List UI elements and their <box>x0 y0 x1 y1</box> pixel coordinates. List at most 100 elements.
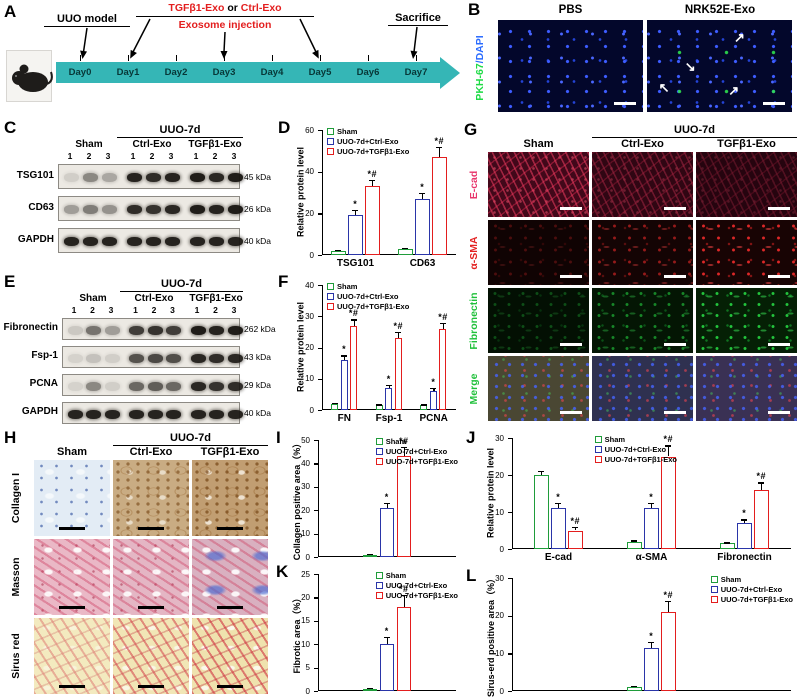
error-bar-cap <box>648 502 655 504</box>
blot-band <box>63 205 79 214</box>
panel-label-f: F <box>278 272 289 291</box>
group-label-tgfb1-exo: TGFβ1-Exo <box>189 293 243 304</box>
y-tick-mark <box>508 512 512 514</box>
group-label-ctrl-exo: Ctrl-Exo <box>134 293 174 304</box>
lane-number: 3 <box>108 305 114 315</box>
scale-bar <box>560 207 582 210</box>
timeline-tick <box>319 55 321 61</box>
blot-band <box>164 237 180 246</box>
blot-band <box>227 325 243 335</box>
significance-marker: * <box>342 344 347 355</box>
y-tick-mark <box>314 667 318 669</box>
lane-number: 1 <box>130 151 136 161</box>
y-tick-mark <box>318 213 322 215</box>
scale-bar <box>59 527 85 530</box>
timeline-day: Day1 <box>116 67 140 78</box>
header-underline <box>117 137 243 139</box>
bar <box>661 611 676 691</box>
blot-band <box>145 205 161 214</box>
micrograph-image <box>488 152 589 217</box>
y-tick-label: 60 <box>305 125 314 135</box>
micrograph-image <box>488 356 589 421</box>
chart-legend: Sham UUO-7d+Ctrl-Exo UUO-7d+TGFβ1-Exo <box>375 437 458 466</box>
error-bar-cap <box>430 388 437 390</box>
chart-legend: Sham UUO-7d+Ctrl-Exo UUO-7d+TGFβ1-Exo <box>327 127 409 156</box>
y-tick-mark <box>314 486 318 488</box>
y-tick-label: 10 <box>305 374 314 384</box>
stain-texture-2 <box>647 20 792 112</box>
chart-legend: Sham UUO-7d+Ctrl-Exo UUO-7d+TGFβ1-Exo <box>375 571 458 600</box>
y-tick-label: 0 <box>309 250 314 260</box>
legend-item: Sham <box>710 575 793 584</box>
significance-marker: * <box>384 626 389 637</box>
blot-band <box>126 237 142 246</box>
stain-texture <box>488 220 589 285</box>
blot-band <box>82 205 98 214</box>
legend-item: UUO-7d+TGFβ1-Exo <box>594 455 677 464</box>
stain-texture <box>488 152 589 217</box>
error-bar <box>668 445 670 457</box>
blot-band <box>166 325 181 335</box>
panel-a-timeline: A UUO model TGFβ1-Exo or Ctrl-Exo Exosom… <box>0 0 462 118</box>
bar <box>348 215 363 255</box>
uuo-model-label: UUO model <box>44 13 130 27</box>
blot-band <box>209 325 224 335</box>
row-label: α-SMA <box>468 235 480 270</box>
kda-label: 43 kDa <box>244 352 271 362</box>
micrograph-image <box>113 539 189 615</box>
bar <box>432 157 447 255</box>
pkh67-label: PKH-67 <box>474 63 486 101</box>
micrograph-image <box>192 539 268 615</box>
micrograph-image <box>488 220 589 285</box>
micrograph-image <box>113 618 189 694</box>
blot-band <box>126 205 142 214</box>
y-tick-label: 20 <box>301 505 310 515</box>
micrograph-image <box>696 288 797 353</box>
panel-k-chart: K Fibrotic area（%） 0 5 10 15 20 25 * *# Sham UUO-7… <box>272 562 462 700</box>
timeline-tick <box>415 55 417 61</box>
legend-label: UUO-7d+Ctrl-Exo <box>720 585 783 594</box>
y-tick-mark <box>318 378 322 380</box>
lane-number: 3 <box>105 151 111 161</box>
header-underline <box>592 137 797 139</box>
bar <box>627 541 642 549</box>
bar <box>720 543 735 549</box>
blot-band <box>63 173 79 182</box>
row-label: E-cad <box>468 170 480 199</box>
panel-label-j: J <box>466 428 476 447</box>
legend-label: Sham <box>385 571 407 580</box>
y-tick-mark <box>314 574 318 576</box>
bar <box>754 489 769 549</box>
y-tick-label: 30 <box>301 482 310 492</box>
scale-bar <box>664 275 686 278</box>
pointer-arrow: ↖ <box>658 79 670 95</box>
blot-band <box>63 237 79 246</box>
significance-marker: *# <box>367 169 377 179</box>
legend-label: UUO-7d+Ctrl-Exo <box>337 137 399 146</box>
blot-band <box>126 173 142 182</box>
legend-label: UUO-7d+Ctrl-Exo <box>385 581 448 590</box>
blot-band <box>209 409 224 419</box>
error-bar-cap <box>631 686 638 688</box>
uuo-7d-header: UUO-7d <box>159 124 201 136</box>
stain-texture <box>192 460 268 536</box>
timeline-tick <box>127 55 129 61</box>
legend-swatch <box>594 456 602 463</box>
blot-band <box>166 409 181 419</box>
error-bar-cap <box>665 600 672 602</box>
bar <box>398 248 413 255</box>
error-bar-cap <box>335 249 342 251</box>
stain-texture <box>113 618 189 694</box>
error-bar <box>422 192 424 199</box>
lane-number: 2 <box>149 151 155 161</box>
timeline-day: Day2 <box>164 67 188 78</box>
error-bar <box>353 319 355 326</box>
y-tick-label: 20 <box>301 592 310 602</box>
scale-bar <box>560 343 582 346</box>
if-quantification-chart: Relative protein level 0 10 20 30 E-cad * *# α-S… <box>482 432 795 564</box>
y-tick-label: 10 <box>301 529 310 539</box>
blot-band <box>227 381 243 391</box>
blot-band <box>101 237 117 246</box>
blot-band <box>82 173 98 182</box>
